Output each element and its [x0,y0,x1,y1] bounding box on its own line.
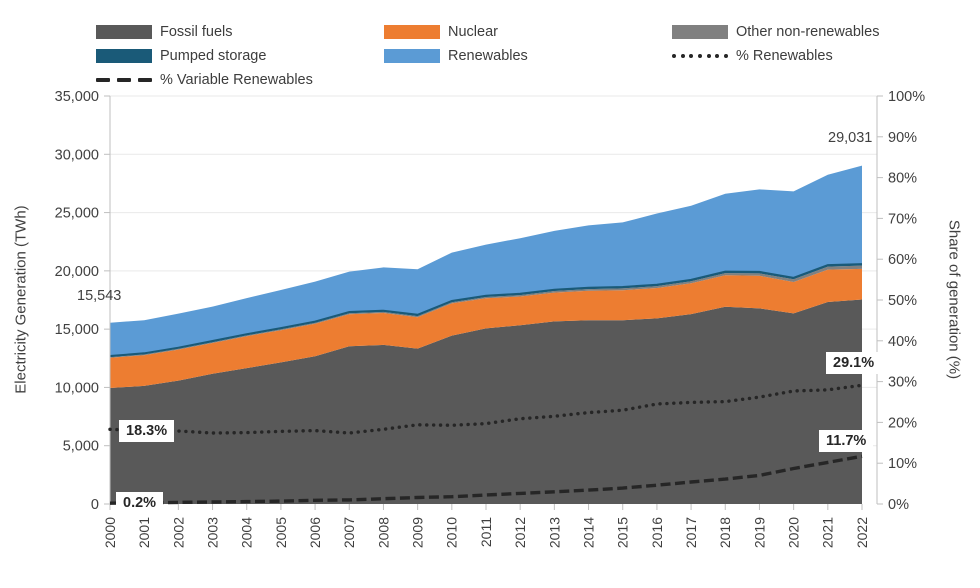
area-fossil-fuels [110,299,862,504]
area-renewables [110,165,862,356]
y-right-tick-label: 100% [888,89,925,105]
line--variable-renewables [109,454,863,505]
legend-label: % Variable Renewables [160,72,313,88]
annotation-renewables-share-2000: 18.3% [119,420,175,442]
x-tick-label: 2001 [136,517,152,548]
x-tick-label: 2007 [341,517,357,548]
legend-item-renewables: Renewables [384,48,672,64]
y-left-tick-label: 0 [91,497,99,513]
x-tick-label: 2011 [478,517,494,547]
y-left-tick-label: 5,000 [63,439,99,455]
y-axis-title-right: Share of generation (%) [945,219,963,380]
y-left-tick-label: 15,000 [55,322,99,338]
y-right-tick-label: 80% [888,171,917,187]
legend-item-pumped-storage: Pumped storage [96,48,384,64]
y-left-tick-label: 10,000 [55,380,99,396]
legend-swatch [384,49,440,63]
x-tick-label: 2020 [786,517,802,548]
annotation-total-2022: 29,031 [828,130,873,146]
x-tick-label: 2013 [546,517,562,548]
share-lines [108,383,864,505]
y-right-tick-label: 40% [888,334,917,350]
area-nuclear [110,268,862,388]
legend-label: Renewables [448,48,528,64]
legend-swatch [384,25,440,39]
x-tick-label: 2005 [273,517,289,548]
y-right-tick-label: 0% [888,497,909,513]
legend-line-swatch [96,73,152,87]
y-right-tick-label: 60% [888,252,917,268]
y-left-tick-label: 30,000 [55,147,99,163]
y-right-tick-label: 90% [888,130,917,146]
y-axis-title-left: Electricity Generation (TWh) [12,205,30,394]
x-tick-label: 2012 [512,517,528,548]
legend-line-swatch [672,49,728,63]
x-tick-label: 2019 [751,517,767,548]
legend-swatch [672,25,728,39]
legend-swatch [96,25,152,39]
legend-label: Fossil fuels [160,24,233,40]
x-tick-label: 2010 [444,517,460,548]
x-tick-label: 2009 [410,517,426,548]
x-tick-label: 2003 [204,517,220,548]
line--renewables [108,383,864,435]
legend-label: Nuclear [448,24,498,40]
y-right-tick-label: 20% [888,415,917,431]
legend-swatch [96,49,152,63]
x-tick-label: 2008 [375,517,391,548]
x-tick-label: 2000 [102,517,118,548]
legend: Fossil fuels Nuclear Other non-renewables P… [96,20,906,92]
legend-item-fossil-fuels: Fossil fuels [96,24,384,40]
legend-label: Other non-renewables [736,24,880,40]
y-left-tick-label: 20,000 [55,264,99,280]
legend-item-other-non-renewables: Other non-renewables [672,24,906,40]
stacked-areas [109,165,863,504]
x-tick-label: 2015 [615,517,631,548]
y-right-tick-label: 50% [888,293,917,309]
legend-label: Pumped storage [160,48,267,64]
x-tick-label: 2004 [239,517,255,548]
y-right-tick-label: 30% [888,375,917,391]
x-tick-label: 2002 [170,517,186,548]
legend-label: % Renewables [736,48,833,64]
annotation-total-2000: 15,543 [77,288,122,304]
x-tick-label: 2017 [683,517,699,548]
y-right-tick-label: 70% [888,211,917,227]
axes: 0 5,000 10,000 15,000 20,000 25,000 30,000 35,0… [55,89,926,548]
x-tick-label: 2021 [820,517,836,548]
x-tick-label: 2016 [649,517,665,548]
x-tick-label: 2006 [307,517,323,548]
legend-item-variable-renewables: % Variable Renewables [96,72,384,88]
annotation-renewables-share-2022: 29.1% [826,352,882,374]
pumped-storage-edge [109,263,863,357]
legend-item-renewables: % Renewables [672,48,906,64]
x-tick-label: 2014 [580,517,596,548]
legend-item-nuclear: Nuclear [384,24,672,40]
x-tick-label: 2022 [854,517,870,548]
annotation-variable-renewables-share-2000: 0.2% [116,492,164,514]
x-tick-label: 2018 [717,517,733,548]
y-left-tick-label: 25,000 [55,206,99,222]
y-left-tick-label: 35,000 [55,89,99,105]
y-right-tick-label: 10% [888,456,917,472]
annotation-variable-renewables-share-2022: 11.7% [819,430,874,452]
